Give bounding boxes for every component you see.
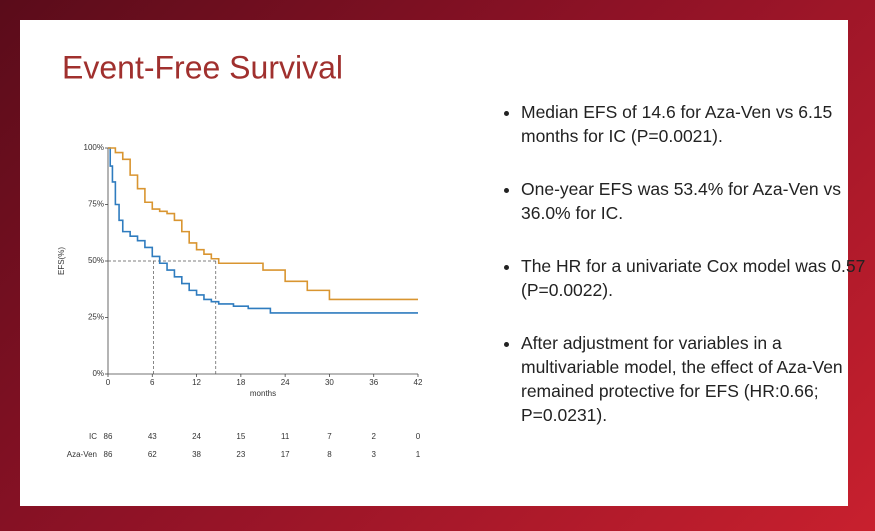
risk-count: 8 bbox=[327, 450, 332, 459]
risk-count: 43 bbox=[148, 432, 157, 441]
risk-count: 62 bbox=[148, 450, 157, 459]
y-tick-label: 50% bbox=[88, 256, 104, 265]
risk-count: 17 bbox=[281, 450, 290, 459]
risk-count: 86 bbox=[104, 450, 113, 459]
x-tick-label: 24 bbox=[281, 378, 290, 387]
risk-row-label: IC bbox=[89, 432, 97, 441]
y-tick-label: 100% bbox=[84, 143, 104, 152]
slide-title: Event-Free Survival bbox=[62, 49, 343, 85]
risk-count: 0 bbox=[416, 432, 421, 441]
x-tick-label: 42 bbox=[414, 378, 423, 387]
risk-count: 3 bbox=[371, 450, 376, 459]
risk-count: 2 bbox=[371, 432, 376, 441]
x-tick-label: 36 bbox=[369, 378, 378, 387]
x-tick-label: 12 bbox=[192, 378, 201, 387]
x-tick-label: 30 bbox=[325, 378, 334, 387]
y-tick-label: 0% bbox=[92, 369, 104, 378]
bullet: The HR for a univariate Cox model was 0.… bbox=[521, 254, 866, 302]
bullet-list: Median EFS of 14.6 for Aza-Ven vs 6.15 m… bbox=[500, 100, 866, 456]
risk-count: 1 bbox=[416, 450, 421, 459]
risk-count: 86 bbox=[104, 432, 113, 441]
risk-row-label: Aza-Ven bbox=[67, 450, 97, 459]
slide bbox=[20, 20, 848, 506]
risk-count: 15 bbox=[236, 432, 245, 441]
survival-curve bbox=[108, 147, 418, 314]
risk-count: 7 bbox=[327, 432, 332, 441]
risk-count: 23 bbox=[236, 450, 245, 459]
risk-count: 11 bbox=[281, 432, 290, 441]
risk-count: 24 bbox=[192, 432, 201, 441]
bullet: After adjustment for variables in a mult… bbox=[521, 331, 866, 427]
y-tick-label: 75% bbox=[88, 200, 104, 209]
bullet: Median EFS of 14.6 for Aza-Ven vs 6.15 m… bbox=[521, 100, 866, 148]
x-axis-label: months bbox=[250, 389, 276, 398]
x-tick-label: 0 bbox=[106, 378, 111, 387]
x-tick-label: 18 bbox=[236, 378, 245, 387]
risk-count: 38 bbox=[192, 450, 201, 459]
y-tick-label: 25% bbox=[88, 313, 104, 322]
y-axis-label: EFS(%) bbox=[57, 247, 66, 275]
survival-curve bbox=[108, 147, 418, 301]
x-tick-label: 6 bbox=[150, 378, 155, 387]
bullet: One-year EFS was 53.4% for Aza-Ven vs 36… bbox=[521, 177, 866, 225]
